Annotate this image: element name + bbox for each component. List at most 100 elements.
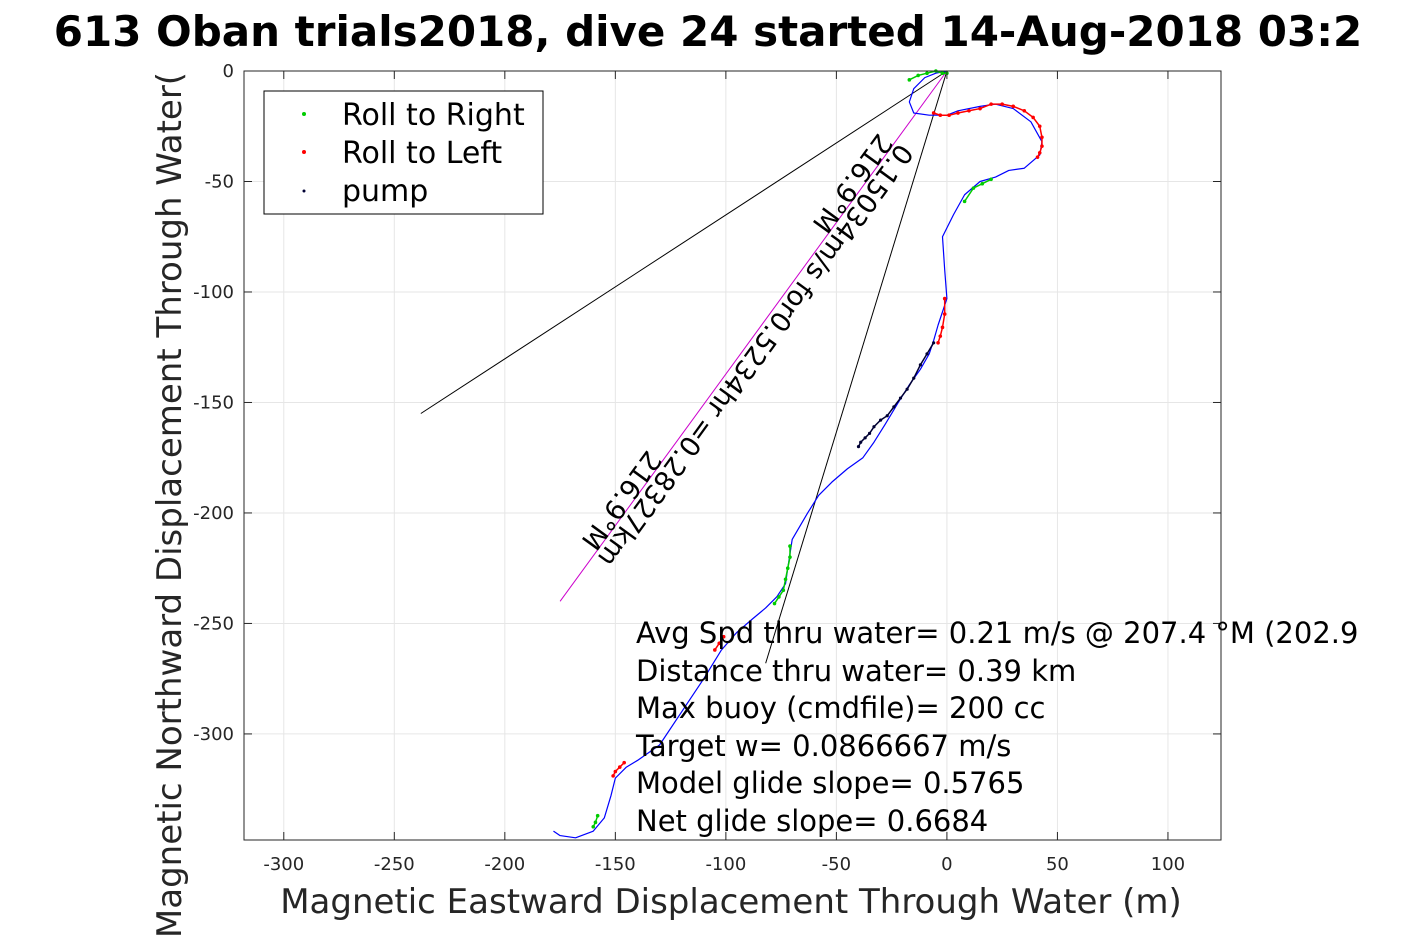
stats-annotations: Avg Spd thru water= 0.21 m/s @ 207.4 °M … (635, 616, 1358, 838)
y-tick-label: -100 (193, 282, 234, 303)
chart-title: 613 Oban trials2018, dive 24 started 14-… (54, 7, 1362, 56)
roll-right-point (971, 186, 976, 190)
pump-point (867, 431, 872, 436)
heading-line (765, 70, 948, 664)
roll-right-point (980, 181, 985, 186)
roll-left-point (1040, 144, 1044, 148)
roll-left-point (936, 341, 940, 345)
pump-point (912, 376, 916, 380)
roll-left-point (956, 111, 960, 115)
pump-point (905, 387, 909, 391)
legend-pump: pump (342, 174, 428, 209)
x-tick-label: -50 (822, 854, 851, 875)
roll-right-point (916, 73, 920, 78)
roll-left-point (1035, 155, 1040, 159)
roll-right-point (907, 78, 912, 82)
reference-lines (420, 70, 948, 664)
pump-point (885, 414, 889, 418)
roll-left-point (967, 108, 971, 113)
roll-left-point (938, 334, 943, 338)
pump-point (859, 440, 863, 444)
roll-right-point (593, 820, 598, 825)
pump-point (863, 436, 867, 440)
roll-left-point (978, 106, 982, 111)
roll-left-point (1000, 102, 1004, 106)
current-vector-line (559, 70, 948, 602)
legend-roll-left: Roll to Left (342, 136, 502, 171)
roll-right-point (777, 595, 781, 599)
roll-left-point (611, 774, 615, 778)
roll-left-point (1040, 135, 1044, 140)
x-tick-label: -200 (484, 854, 525, 875)
roll-left-point (721, 634, 726, 639)
roll-left-point (1022, 108, 1027, 113)
ticks-layer: -300 -250 -200 -150 -100 -50 0 50 100 0 -50 -100 -15… (193, 61, 1221, 875)
points-layer (591, 69, 1044, 829)
roll-right-segment (773, 546, 791, 604)
roll-right-point (772, 601, 777, 606)
pump-point (918, 363, 922, 367)
legend-roll-right: Roll to Right (342, 98, 525, 133)
y-tick-label: -50 (205, 171, 234, 192)
axes-box (243, 70, 1222, 841)
roll-left-point (942, 312, 947, 316)
x-axis-label: Magnetic Eastward Displacement Through W… (280, 882, 1182, 922)
distance-text: Distance thru water= 0.39 km (636, 654, 1076, 688)
current-line (420, 70, 948, 414)
rotated-labels: 216.9°M 0.15034m/s for0.5234hr =0.28327k… (575, 128, 919, 572)
roll-right-point (925, 71, 929, 76)
target-w-text: Target w= 0.0866667 m/s (635, 729, 1011, 763)
legend-marker-roll-left (302, 150, 306, 154)
roll-right-point (788, 555, 792, 559)
x-tick-label: 100 (1151, 854, 1185, 875)
roll-right-point (781, 588, 786, 593)
pump-point (925, 352, 929, 356)
roll-left-point (617, 765, 622, 769)
roll-right-point (595, 813, 600, 818)
pump-point (878, 418, 883, 422)
legend-box (263, 90, 544, 215)
roll-right-point (591, 824, 596, 829)
x-tick-label: -250 (374, 854, 415, 875)
roll-left-point (940, 325, 945, 330)
max-buoy-text: Max buoy (cmdfile)= 200 cc (636, 691, 1045, 725)
roll-right-point (788, 544, 792, 548)
roll-left-point (1011, 104, 1016, 109)
roll-left-segment (612, 762, 625, 777)
pump-point (932, 341, 936, 345)
roll-left-point (931, 111, 936, 115)
legend: Roll to Right Roll to Left pump (263, 90, 544, 215)
roll-left-point (942, 296, 947, 301)
pump-point (892, 405, 896, 409)
roll-left-point (717, 641, 722, 646)
roll-left-point (1031, 115, 1035, 120)
roll-right-point (785, 566, 790, 570)
x-tick-label: 0 (941, 854, 952, 875)
roll-left-point (938, 113, 943, 117)
roll-left-point (613, 769, 618, 774)
y-tick-label: -150 (193, 392, 234, 413)
roll-right-point (962, 199, 967, 204)
roll-left-point (989, 102, 993, 106)
y-tick-label: -250 (193, 613, 234, 634)
roll-right-point (989, 177, 993, 182)
roll-left-point (622, 760, 626, 765)
roll-right-point (783, 577, 788, 582)
pump-point (898, 396, 903, 400)
y-tick-label: 0 (223, 61, 234, 82)
roll-left-point (1037, 124, 1042, 129)
x-tick-label: 50 (1046, 854, 1069, 875)
y-tick-label: -200 (193, 503, 234, 524)
legend-marker-roll-right (302, 112, 306, 116)
pump-point (872, 425, 876, 429)
x-tick-label: -150 (595, 854, 636, 875)
roll-right-segment (963, 178, 992, 202)
roll-left-point (713, 648, 717, 652)
y-tick-label: -300 (193, 724, 234, 745)
roll-right-point (940, 71, 945, 76)
avg-speed-text: Avg Spd thru water= 0.21 m/s @ 207.4 °M … (636, 616, 1358, 650)
pump-segment (857, 342, 935, 447)
legend-marker-pump (302, 189, 306, 193)
roll-left-segment (933, 103, 1043, 158)
